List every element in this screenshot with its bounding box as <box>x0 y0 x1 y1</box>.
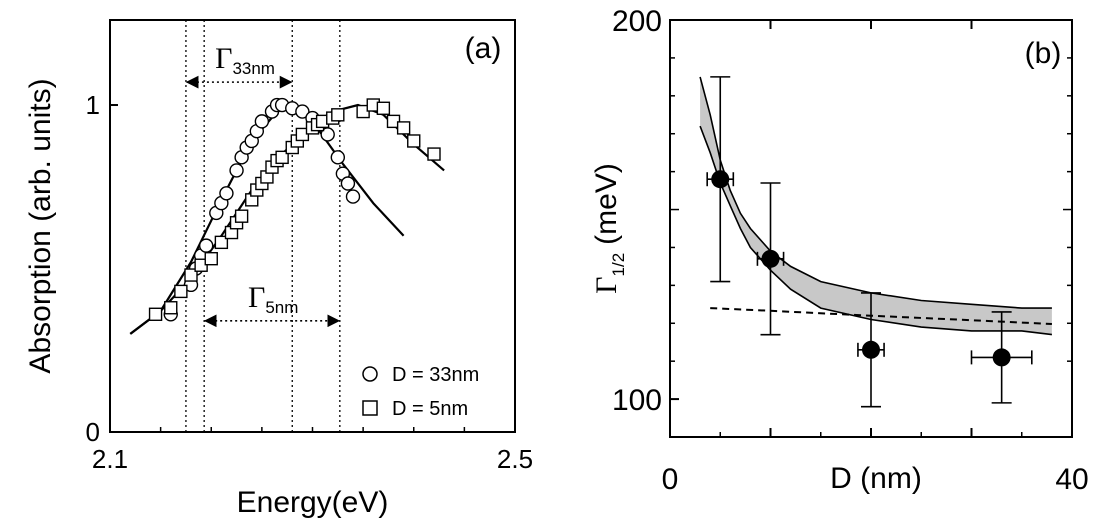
a-guides <box>185 20 341 432</box>
a-point-square <box>396 121 411 135</box>
a-ticks: 2.1 2.5 0 1 <box>86 90 534 474</box>
legend-circle-marker <box>362 366 378 382</box>
b-band-fill <box>700 76 1052 335</box>
chart-b: 0 40 200 100 D (nm) Γ1/2 (meV) (b) <box>590 5 1089 496</box>
b-y-label-subscript: 1/2 <box>609 253 628 277</box>
b-panel-label: (b) <box>1025 37 1062 70</box>
b-ticks: 0 40 200 100 <box>612 5 1089 496</box>
a-point-square <box>214 235 229 250</box>
a-point-circle <box>345 189 361 204</box>
a-point-square <box>331 108 345 122</box>
gamma-subscript: 5nm <box>265 298 298 317</box>
a-point-square <box>164 301 178 315</box>
b-shaded-band <box>699 76 1052 336</box>
b-band-upper-edge <box>699 76 1052 309</box>
a-y-tick-label: 1 <box>86 90 100 120</box>
a-point-square <box>234 209 249 223</box>
b-x-tick-label: 0 <box>662 463 679 496</box>
b-y-label-gamma: Γ <box>590 276 623 293</box>
a-point-circle <box>229 163 244 178</box>
a-point-square <box>427 147 441 161</box>
a-point-circle <box>295 104 310 119</box>
a-point-circle <box>198 238 214 253</box>
b-y-tick-label: 200 <box>612 5 662 38</box>
b-data-point <box>761 249 780 268</box>
a-panel-label: (a) <box>465 32 502 65</box>
b-x-tick-label: 40 <box>1055 463 1088 496</box>
a-data-points <box>148 97 441 322</box>
a-x-axis-label: Energy(eV) <box>237 486 389 519</box>
a-point-square <box>148 307 163 321</box>
a-point-square <box>275 150 289 165</box>
a-point-circle <box>340 176 356 191</box>
b-data-point <box>992 348 1011 367</box>
a-point-square <box>407 134 421 148</box>
b-y-axis-label: Γ1/2 (meV) <box>590 163 628 294</box>
a-y-tick-label: 0 <box>86 417 100 447</box>
b-data-points <box>706 76 1033 408</box>
legend-label: D = 5nm <box>392 398 468 420</box>
a-point-square <box>204 251 218 266</box>
a-point-square <box>174 284 188 299</box>
a-point-square <box>376 101 391 115</box>
b-y-label-text: Γ1/2 (meV) <box>590 163 628 294</box>
a-legend: D = 33nm D = 5nm <box>362 364 479 420</box>
gamma-symbol: Γ <box>215 42 232 75</box>
a-x-tick-label: 2.5 <box>497 444 533 474</box>
a-y-axis-label: Absorption (arb. units) <box>24 78 57 373</box>
legend-square-marker <box>362 400 378 416</box>
b-data-point <box>862 340 880 359</box>
gamma-subscript: 33nm <box>232 59 275 78</box>
gamma-symbol: Γ <box>248 281 265 314</box>
legend-label: D = 33nm <box>392 364 479 386</box>
a-point-circle <box>330 150 346 165</box>
b-x-axis-label: D (nm) <box>830 462 922 495</box>
b-y-label-unit: (meV) <box>590 163 623 245</box>
a-point-circle <box>254 114 270 129</box>
a-point-circle <box>219 186 234 201</box>
a-x-tick-label: 2.1 <box>92 444 128 474</box>
a-width-label-0: Γ33nm <box>215 42 275 78</box>
b-data-point <box>711 170 730 189</box>
b-y-tick-label: 100 <box>612 384 662 417</box>
a-point-square <box>184 268 198 282</box>
a-width-label-1: Γ5nm <box>248 281 298 317</box>
